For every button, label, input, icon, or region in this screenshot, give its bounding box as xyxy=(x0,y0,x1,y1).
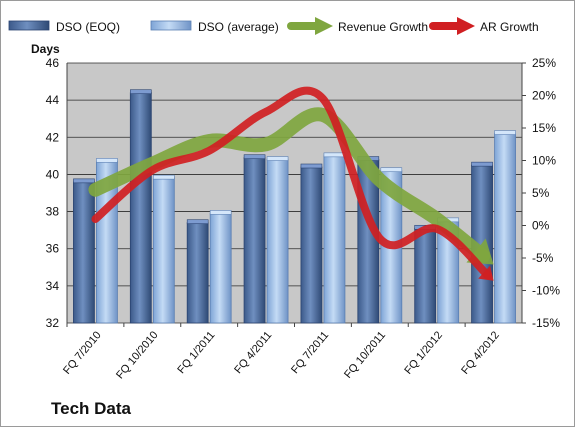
x-tick-label: FQ 1/2012 xyxy=(402,329,445,377)
y-tick-label: 42 xyxy=(46,130,60,144)
y-axis-label: Days xyxy=(31,42,60,56)
bar xyxy=(300,163,323,324)
bar-cap xyxy=(380,167,403,173)
bar-cap xyxy=(494,130,516,135)
bar xyxy=(243,154,266,324)
ar-growth-line-arrowhead xyxy=(478,265,494,281)
bar-cap xyxy=(209,210,232,215)
y2-tick-label: -10% xyxy=(532,284,560,298)
y-tick-label: 44 xyxy=(46,93,60,107)
y2-tick-label: -15% xyxy=(532,316,560,330)
bar-cap xyxy=(266,156,289,161)
bar xyxy=(414,224,437,324)
bar xyxy=(186,219,209,324)
bar-cap xyxy=(153,174,175,180)
y2-axis-ticks: 25% 20% 15% 10% 5% 0% -5% -10% -15% xyxy=(522,56,560,330)
y2-tick-label: -5% xyxy=(532,251,554,265)
bar-cap xyxy=(96,158,118,163)
legend-swatch xyxy=(150,20,192,31)
bar xyxy=(152,174,175,324)
y2-tick-label: 15% xyxy=(532,121,556,135)
bar-cap xyxy=(471,161,493,167)
y2-tick-label: 0% xyxy=(532,219,550,233)
legend-label: AR Growth xyxy=(480,20,539,34)
y-tick-label: 34 xyxy=(46,279,60,293)
y-tick-label: 40 xyxy=(46,167,60,181)
x-tick-label: FQ 4/2011 xyxy=(232,329,274,376)
legend-label: DSO (EOQ) xyxy=(56,20,120,34)
bar-body xyxy=(129,92,152,324)
bar-body xyxy=(266,159,289,324)
legend-label: Revenue Growth xyxy=(338,20,428,34)
bar-cap xyxy=(243,154,266,160)
bar xyxy=(73,178,95,324)
legend-swatch-arrowhead xyxy=(315,17,333,35)
bar-body xyxy=(300,166,323,324)
legend: DSO (EOQ) DSO (average) Revenue Growth AR G… xyxy=(8,17,539,35)
y2-tick-label: 25% xyxy=(532,56,556,70)
y-axis-ticks: 46 44 42 40 38 36 34 32 xyxy=(46,56,60,330)
x-axis-ticks: FQ 7/2010 FQ 10/2010 FQ 1/2011 FQ 4/2011 FQ … xyxy=(61,323,502,381)
y-tick-label: 32 xyxy=(46,316,60,330)
chart-title: Tech Data xyxy=(51,399,131,418)
bar-body xyxy=(73,181,95,324)
x-tick-label: FQ 1/2011 xyxy=(175,329,217,376)
y-tick-label: 46 xyxy=(46,56,60,70)
ar-growth-line xyxy=(91,86,492,280)
bar-body xyxy=(414,227,437,324)
bar xyxy=(209,210,232,324)
bar-cap xyxy=(300,163,323,169)
legend-item: Revenue Growth xyxy=(287,17,428,35)
x-tick-label: FQ 7/2011 xyxy=(289,329,331,376)
y2-tick-label: 5% xyxy=(532,186,550,200)
legend-swatch-arrowhead xyxy=(457,17,475,35)
bar-cap xyxy=(130,89,152,95)
bar xyxy=(266,156,289,324)
bar-cap xyxy=(323,152,346,158)
x-tick-label: FQ 4/2012 xyxy=(459,329,502,377)
x-tick-label: FQ 10/2010 xyxy=(114,329,161,381)
bar xyxy=(494,130,516,324)
legend-item: DSO (EOQ) xyxy=(8,20,120,34)
bar-body xyxy=(186,222,209,324)
y2-tick-label: 10% xyxy=(532,154,556,168)
y2-tick-label: 20% xyxy=(532,89,556,103)
y-tick-label: 36 xyxy=(46,242,60,256)
x-tick-label: FQ 10/2011 xyxy=(342,329,388,381)
legend-swatch xyxy=(8,20,50,31)
y-tick-label: 38 xyxy=(46,205,60,219)
bar-body xyxy=(152,177,175,324)
bar-body xyxy=(323,155,346,324)
bar-body xyxy=(494,133,516,324)
legend-label: DSO (average) xyxy=(198,20,279,34)
bar-body xyxy=(243,157,266,324)
bar xyxy=(323,152,346,324)
x-tick-label: FQ 7/2010 xyxy=(61,329,104,377)
lines-layer xyxy=(88,86,494,281)
legend-item: DSO (average) xyxy=(150,20,279,34)
bar-cap xyxy=(186,219,209,225)
bar xyxy=(129,89,152,324)
legend-item: AR Growth xyxy=(429,17,539,35)
bar-cap xyxy=(73,178,95,184)
bar-body xyxy=(209,213,232,324)
revenue-growth-line xyxy=(88,107,491,264)
